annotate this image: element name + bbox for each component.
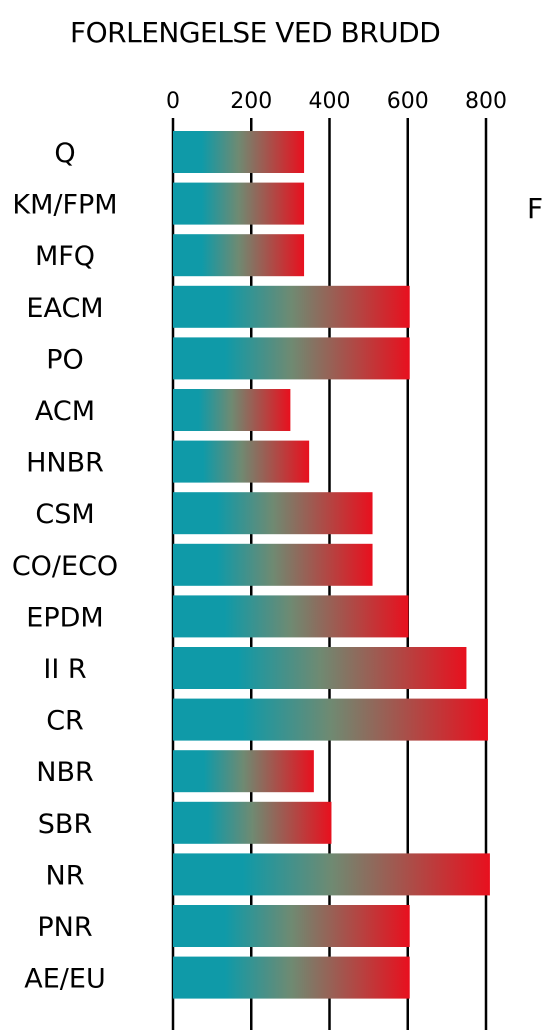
bar <box>173 543 373 586</box>
bar <box>173 905 410 947</box>
bar <box>173 595 409 638</box>
bar <box>173 182 305 225</box>
category-label: KM/FPM <box>12 190 117 221</box>
bar <box>173 389 291 431</box>
category-label: CO/ECO <box>12 551 118 582</box>
bar <box>173 801 332 844</box>
chart-title: FORLENGELSE VED BRUDD <box>70 16 440 49</box>
category-label: MFQ <box>35 241 95 272</box>
bars <box>173 131 490 999</box>
category-label: CR <box>46 706 84 737</box>
bar <box>173 285 410 328</box>
category-label: HNBR <box>26 448 104 479</box>
category-label: II R <box>43 654 86 685</box>
x-tick-labels: 0 200 400 600 800 <box>166 89 507 114</box>
bar <box>173 440 310 483</box>
category-label: SBR <box>38 809 92 840</box>
category-label: NR <box>46 860 85 891</box>
bar <box>173 956 410 999</box>
bar <box>173 750 314 793</box>
category-labels: Q KM/FPM MFQ EACM PO ACM HNBR CSM CO/ECO EPDM II R… <box>12 138 118 995</box>
category-label: PO <box>46 344 84 375</box>
category-label: NBR <box>36 757 93 788</box>
bar <box>173 234 305 277</box>
x-tick-label: 800 <box>465 89 507 114</box>
category-label: EPDM <box>26 602 103 633</box>
category-label: AE/EU <box>24 964 105 995</box>
bar <box>173 131 305 173</box>
x-tick-label: 200 <box>230 89 272 114</box>
category-label: ACM <box>35 396 95 427</box>
category-label: Q <box>54 138 75 169</box>
x-tick-label: 0 <box>166 89 180 114</box>
category-label: PNR <box>37 912 92 943</box>
bar <box>173 647 467 689</box>
bar <box>173 698 488 741</box>
bar <box>173 492 373 535</box>
category-label: CSM <box>35 499 94 530</box>
x-tick-label: 600 <box>387 89 429 114</box>
bar <box>173 337 410 380</box>
category-label: EACM <box>26 293 103 324</box>
x-tick-label: 400 <box>309 89 351 114</box>
side-label: F <box>527 192 542 225</box>
bar <box>173 853 490 896</box>
